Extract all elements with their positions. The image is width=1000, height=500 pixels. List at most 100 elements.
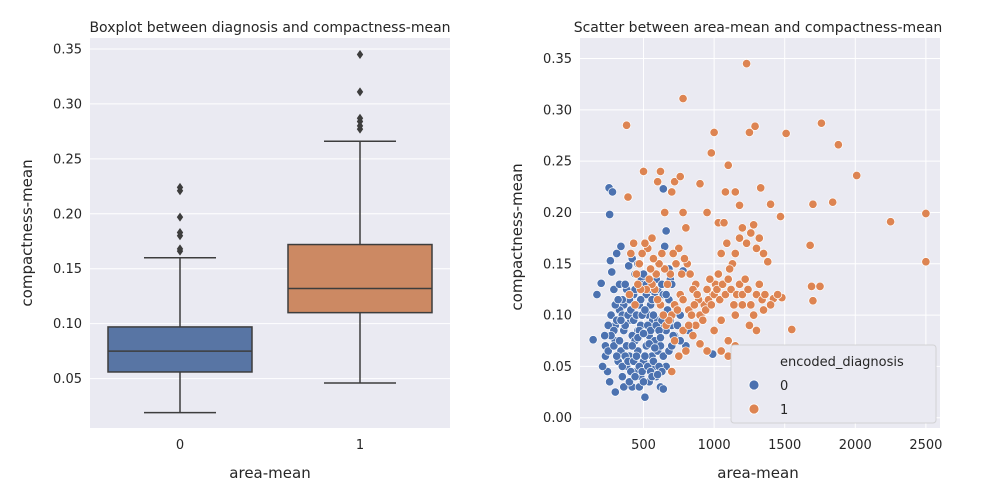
scatter-point: [692, 290, 702, 300]
scatter-x-label: area-mean: [717, 464, 798, 482]
scatter-x-tick-label: 500: [631, 438, 656, 453]
scatter-points: [588, 59, 931, 402]
scatter-point: [588, 335, 598, 345]
scatter-point: [705, 274, 715, 284]
scatter-point: [722, 238, 732, 248]
legend-title: encoded_diagnosis: [780, 355, 904, 370]
boxplot-y-tick-label: 0.25: [53, 152, 82, 167]
scatter-point: [754, 279, 764, 289]
scatter-point: [616, 315, 626, 325]
scatter-point: [675, 172, 685, 182]
scatter-point: [756, 183, 766, 193]
scatter-point: [644, 274, 654, 284]
scatter-point: [622, 120, 632, 130]
scatter-point: [716, 315, 726, 325]
legend-label-1: 1: [780, 403, 788, 418]
boxplot-gridlines: [90, 48, 450, 380]
scatter-point: [726, 284, 736, 294]
scatter-point: [631, 351, 642, 361]
scatter-point: [815, 281, 825, 291]
boxplot-y-tick-label: 0.20: [53, 207, 82, 222]
scatter-point: [715, 295, 725, 305]
scatter-point: [808, 199, 818, 209]
box-iqr: [107, 326, 253, 373]
scatter-point: [655, 166, 666, 176]
scatter-point: [921, 208, 931, 219]
scatter-point: [648, 356, 658, 366]
scatter-point: [670, 177, 680, 187]
box-0: [107, 182, 253, 414]
scatter-y-tick-label: 0.15: [543, 257, 572, 272]
scatter-point: [720, 290, 730, 300]
scatter-point: [808, 296, 818, 306]
scatter-point: [674, 243, 684, 253]
scatter-point: [660, 207, 670, 218]
scatter-title: Scatter between area-mean and compactnes…: [574, 20, 943, 36]
scatter-point: [609, 284, 619, 294]
scatter-point: [672, 320, 682, 330]
scatter-point: [657, 248, 667, 259]
scatter-point: [816, 118, 826, 128]
scatter-point: [716, 346, 726, 356]
scatter-point: [766, 300, 776, 310]
scatter-point: [606, 310, 616, 320]
scatter-point: [688, 331, 698, 341]
legend-marker-1: [748, 403, 760, 415]
boxplot-y-tick-label: 0.15: [53, 262, 82, 277]
scatter-point: [713, 269, 723, 279]
scatter-point: [781, 128, 791, 138]
scatter-point: [605, 377, 615, 387]
scatter-point: [605, 256, 615, 266]
scatter-point: [662, 279, 673, 289]
scatter-point: [754, 233, 764, 243]
scatter-point: [828, 197, 838, 207]
scatter-point: [709, 325, 719, 336]
scatter-point: [640, 305, 650, 315]
scatter-point: [737, 300, 747, 310]
scatter-point: [617, 361, 627, 371]
scatter-point: [758, 305, 769, 315]
scatter-point: [667, 187, 677, 197]
scatter-point: [750, 121, 760, 131]
scatter-y-tick-label: 0.05: [543, 360, 572, 375]
scatter-point: [734, 279, 745, 289]
scatter-point: [636, 295, 646, 305]
scatter-point: [640, 351, 650, 361]
scatter-point: [742, 59, 752, 69]
scatter-point: [678, 94, 688, 104]
scatter-point: [719, 218, 729, 228]
scatter-point: [734, 233, 745, 243]
scatter-point: [668, 248, 678, 259]
scatter-point: [648, 310, 658, 320]
scatter-y-tick-label: 0.10: [543, 309, 572, 324]
boxplot-y-tick-label: 0.35: [53, 42, 82, 57]
scatter-point: [684, 320, 694, 330]
scatter-point: [658, 384, 668, 394]
scatter-point: [742, 238, 752, 248]
scatter-point: [650, 343, 660, 353]
scatter-point: [614, 336, 625, 346]
scatter-point: [661, 290, 671, 300]
scatter-point: [695, 339, 705, 349]
scatter-point: [806, 281, 817, 291]
scatter-y-ticks: 0.00 0.05 0.10 0.15 0.20 0.25 0.30 0.35: [543, 52, 572, 426]
scatter-point: [670, 336, 680, 346]
box-1: [287, 49, 433, 384]
scatter-point: [702, 284, 712, 294]
scatter-legend: encoded_diagnosis 0 1: [730, 344, 937, 424]
scatter-panel: 0.00 0.05 0.10 0.15 0.20 0.25 0.30 0.35 500 1000…: [508, 20, 942, 482]
scatter-point: [681, 223, 691, 233]
scatter-point: [610, 387, 620, 397]
scatter-point: [603, 346, 613, 356]
scatter-point: [654, 259, 664, 269]
scatter-point: [626, 248, 636, 259]
scatter-point: [805, 240, 815, 250]
scatter-point: [730, 248, 740, 259]
scatter-point: [607, 267, 617, 277]
scatter-point: [661, 226, 671, 236]
scatter-point: [612, 248, 622, 259]
scatter-point: [647, 233, 657, 243]
